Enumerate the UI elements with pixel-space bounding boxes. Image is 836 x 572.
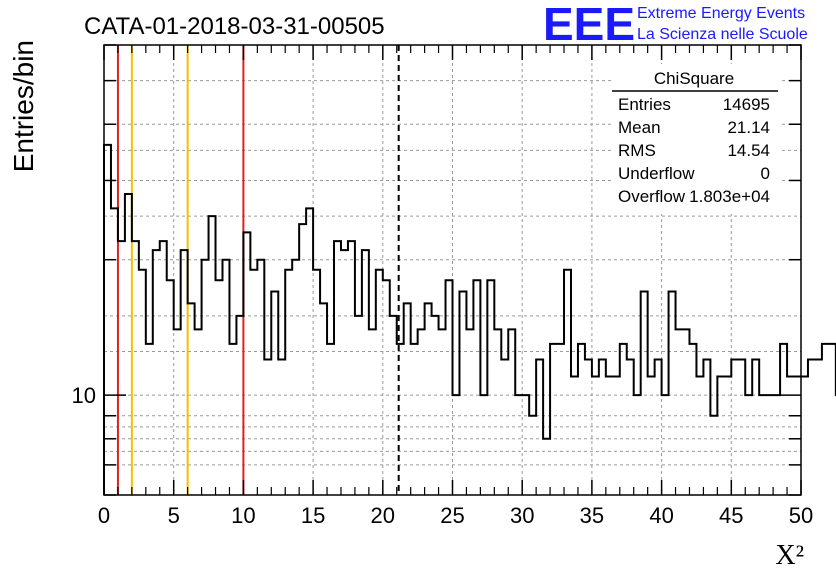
stats-title: ChiSquare [654, 69, 734, 88]
stats-box-background [612, 64, 780, 214]
eee-logo: EEE Extreme Energy Events La Scienza nel… [543, 0, 808, 50]
x-tick-label: 40 [649, 503, 673, 528]
stats-row-label: Underflow [618, 164, 695, 183]
x-tick-label: 0 [98, 503, 110, 528]
y-tick-label: 10 [72, 383, 96, 408]
x-axis-label: X² [775, 540, 804, 571]
x-tick-label: 30 [510, 503, 534, 528]
x-tick-label: 35 [580, 503, 604, 528]
x-tick-label: 5 [168, 503, 180, 528]
stats-row-value: 21.14 [727, 118, 770, 137]
stats-row-label: Overflow [618, 187, 686, 206]
y-axis-label: Entries/bin [8, 40, 39, 172]
histogram-outline [103, 143, 836, 495]
stats-rows: Entries 14695 Mean 21.14 RMS 14.54 Underflow 0 O… [618, 95, 770, 206]
tick-labels: 0 5 10 15 20 25 30 35 40 45 50 10 [72, 383, 814, 528]
stats-row-value: 0 [761, 164, 770, 183]
stats-row-value: 14.54 [727, 141, 770, 160]
x-tick-label: 15 [301, 503, 325, 528]
chart-title: CATA-01-2018-03-31-00505 [84, 13, 385, 40]
stats-box: ChiSquare Entries 14695 Mean 21.14 RMS 14.54 U… [612, 64, 780, 214]
stats-row-label: Mean [618, 118, 661, 137]
stats-row-label: Entries [618, 95, 671, 114]
x-tick-label: 25 [440, 503, 464, 528]
logo-letters: EEE [543, 0, 635, 50]
logo-line-2: La Scienza nelle Scuole [637, 26, 808, 43]
stats-row-label: RMS [618, 141, 656, 160]
stats-row-value: 14695 [723, 95, 770, 114]
x-tick-label: 45 [719, 503, 743, 528]
grid [104, 45, 801, 495]
x-tick-label: 20 [371, 503, 395, 528]
stats-row-value: 1.803e+04 [689, 187, 770, 206]
x-tick-label: 10 [231, 503, 255, 528]
logo-line-1: Extreme Energy Events [637, 5, 805, 22]
axis-ticks [103, 44, 802, 496]
x-tick-label: 50 [789, 503, 813, 528]
